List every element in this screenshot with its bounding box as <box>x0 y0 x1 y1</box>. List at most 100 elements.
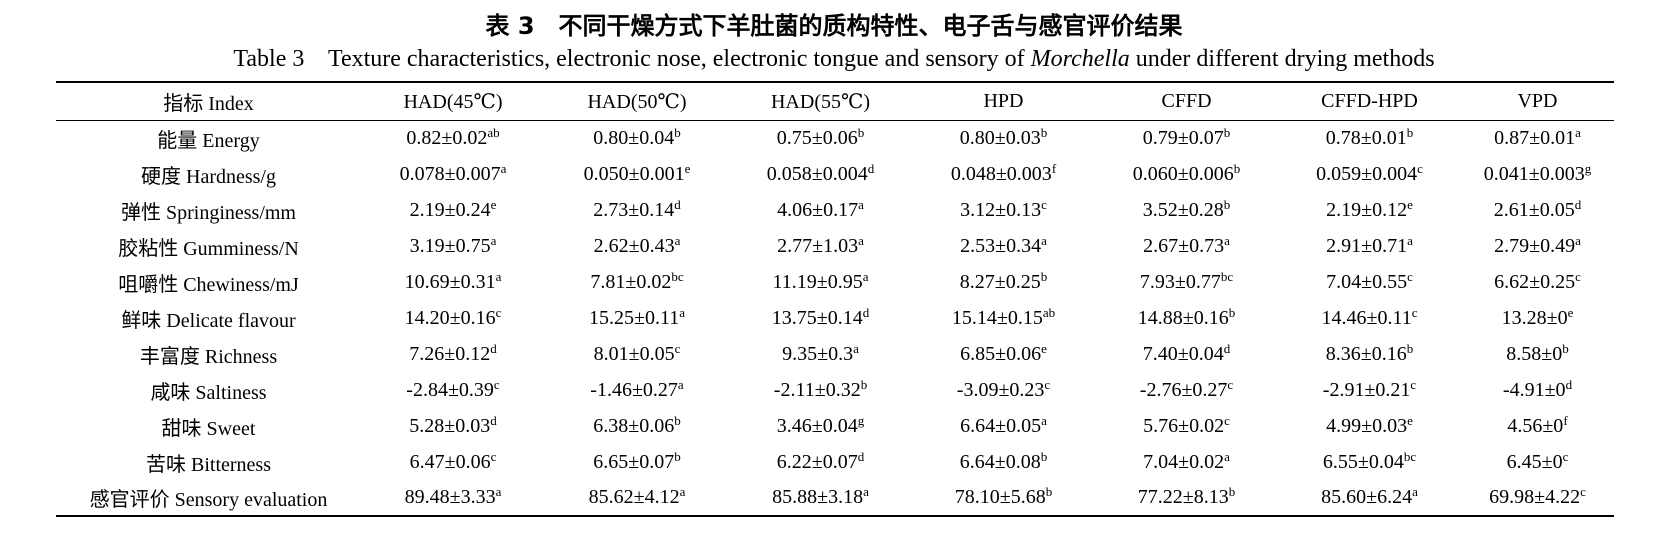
significance-letter: c <box>490 448 497 464</box>
caption-italic: Morchella <box>1030 46 1130 72</box>
significance-letter: a <box>495 484 502 499</box>
row-label: 鲜味 Delicate flavour <box>121 309 296 332</box>
row-label: 硬度 Hardness/g <box>141 165 276 188</box>
data-cell: 2.19±0.12e <box>1278 192 1461 228</box>
significance-letter: a <box>679 484 686 499</box>
significance-letter: e <box>684 160 691 176</box>
significance-letter: c <box>1417 160 1423 176</box>
data-cell: 4.56±0f <box>1461 408 1614 444</box>
significance-letter: a <box>858 196 864 212</box>
data-cell: 6.85±0.06e <box>912 336 1095 372</box>
header-cell: HAD(50℃) <box>587 90 687 113</box>
data-cell: -2.84±0.39c <box>361 372 545 408</box>
cell-value: 0.060±0.006 <box>1132 162 1234 185</box>
cell-value: 8.36±0.16 <box>1325 342 1407 365</box>
cell-value: 4.56±0 <box>1507 414 1564 437</box>
cell-value: 15.25±0.11 <box>588 306 680 329</box>
table-number: Table 3 <box>233 46 305 72</box>
cell-value: 85.88±3.18 <box>772 486 864 508</box>
cell-value: 0.79±0.07 <box>1142 126 1224 149</box>
cell-value: 8.01±0.05 <box>593 342 675 365</box>
data-cell: 8.58±0b <box>1461 336 1614 372</box>
cell-value: 7.26±0.12 <box>409 342 491 365</box>
data-cell: 2.91±0.71a <box>1278 228 1461 264</box>
cell-value: 0.059±0.004 <box>1316 162 1418 185</box>
cell-value: 89.48±3.33 <box>404 486 496 508</box>
significance-letter: b <box>857 124 865 140</box>
table-row: 鲜味 Delicate flavour 14.20±0.16c 15.25±0.11… <box>56 300 1614 336</box>
header-cell: HAD(45℃) <box>403 90 503 113</box>
significance-letter: f <box>1563 412 1568 428</box>
significance-letter: b <box>1223 196 1231 212</box>
data-cell: 8.27±0.25b <box>912 264 1095 300</box>
caption-text: Texture characteristics, electronic nose… <box>327 46 1031 72</box>
data-cell: 0.059±0.004c <box>1278 156 1461 192</box>
data-cell: 69.98±4.22c <box>1461 480 1614 516</box>
header-cell: CFFD-HPD <box>1321 89 1418 112</box>
cell-value: 3.46±0.04 <box>776 414 858 437</box>
cell-value: 6.85±0.06 <box>960 342 1042 365</box>
data-cell: 0.078±0.007a <box>361 156 545 192</box>
table-row: 能量 Energy 0.82±0.02ab 0.80±0.04b 0.75±0.06b… <box>56 120 1614 156</box>
data-cell: 0.058±0.004d <box>729 156 912 192</box>
data-cell: 0.060±0.006b <box>1095 156 1278 192</box>
significance-letter: c <box>1227 376 1234 392</box>
significance-letter: a <box>858 232 864 248</box>
cell-value: 2.19±0.12 <box>1326 198 1408 221</box>
significance-letter: e <box>490 196 497 212</box>
cell-value: 9.35±0.3 <box>782 342 854 365</box>
significance-letter: a <box>674 232 681 248</box>
data-cell: 0.82±0.02ab <box>361 120 545 156</box>
row-label: 甜味 Sweet <box>161 417 256 440</box>
table-row: 咸味 Saltiness -2.84±0.39c -1.46±0.27a -2.11±… <box>56 372 1614 408</box>
data-cell: 0.80±0.03b <box>912 120 1095 156</box>
cell-value: 6.64±0.05 <box>960 414 1042 437</box>
cell-value: -2.84±0.39 <box>406 378 494 401</box>
data-cell: 0.050±0.001e <box>545 156 729 192</box>
significance-letter: d <box>857 448 865 464</box>
cell-value: 2.67±0.73 <box>1143 234 1225 257</box>
cell-value: 2.53±0.34 <box>960 234 1042 257</box>
significance-letter: e <box>1041 340 1047 356</box>
significance-letter: d <box>867 160 875 176</box>
data-cell: 89.48±3.33a <box>361 480 545 516</box>
significance-letter: b <box>1223 124 1231 140</box>
significance-letter: a <box>679 304 685 320</box>
data-cell: 7.04±0.02a <box>1095 444 1278 480</box>
significance-letter: c <box>495 304 502 320</box>
cell-value: 3.19±0.75 <box>409 234 491 257</box>
data-cell: 8.01±0.05c <box>545 336 729 372</box>
data-cell: 6.22±0.07d <box>729 444 912 480</box>
cell-value: 6.47±0.06 <box>409 450 491 473</box>
data-cell: 3.52±0.28b <box>1095 192 1278 228</box>
cell-value: -2.11±0.32 <box>773 378 861 401</box>
cell-value: 13.28±0 <box>1501 306 1568 329</box>
significance-letter: bc <box>1220 268 1234 284</box>
data-cell: 0.041±0.003g <box>1461 156 1614 192</box>
data-cell: 0.87±0.01a <box>1461 120 1614 156</box>
data-cell: 6.47±0.06c <box>361 444 545 480</box>
data-cell: 7.93±0.77bc <box>1095 264 1278 300</box>
cell-value: 13.75±0.14 <box>771 306 863 329</box>
cell-value: 4.99±0.03 <box>1326 414 1408 437</box>
cell-value: 2.19±0.24 <box>409 198 491 221</box>
cell-value: -4.91±0 <box>1502 378 1566 401</box>
significance-letter: a <box>677 376 684 392</box>
data-cell: 6.64±0.05a <box>912 408 1095 444</box>
data-cell: 14.46±0.11c <box>1278 300 1461 336</box>
data-cell: -2.11±0.32b <box>729 372 912 408</box>
data-table: 指标 Index HAD(45℃) HAD(50℃) HAD(55℃) HPD CFFD C… <box>56 81 1614 517</box>
cell-value: 2.77±1.03 <box>777 234 859 257</box>
cell-value: 77.22±8.13 <box>1137 486 1229 508</box>
cell-value: 78.10±5.68 <box>954 486 1046 508</box>
cell-value: 2.73±0.14 <box>593 198 675 221</box>
data-cell: 6.38±0.06b <box>545 408 729 444</box>
cell-value: -2.76±0.27 <box>1139 378 1228 401</box>
significance-letter: d <box>1565 376 1573 392</box>
row-label: 苦味 Bitterness <box>146 453 271 476</box>
data-cell: 0.75±0.06b <box>729 120 912 156</box>
significance-letter: e <box>1567 304 1574 320</box>
cell-value: 8.27±0.25 <box>959 270 1041 293</box>
cell-value: 0.078±0.007 <box>399 162 501 185</box>
